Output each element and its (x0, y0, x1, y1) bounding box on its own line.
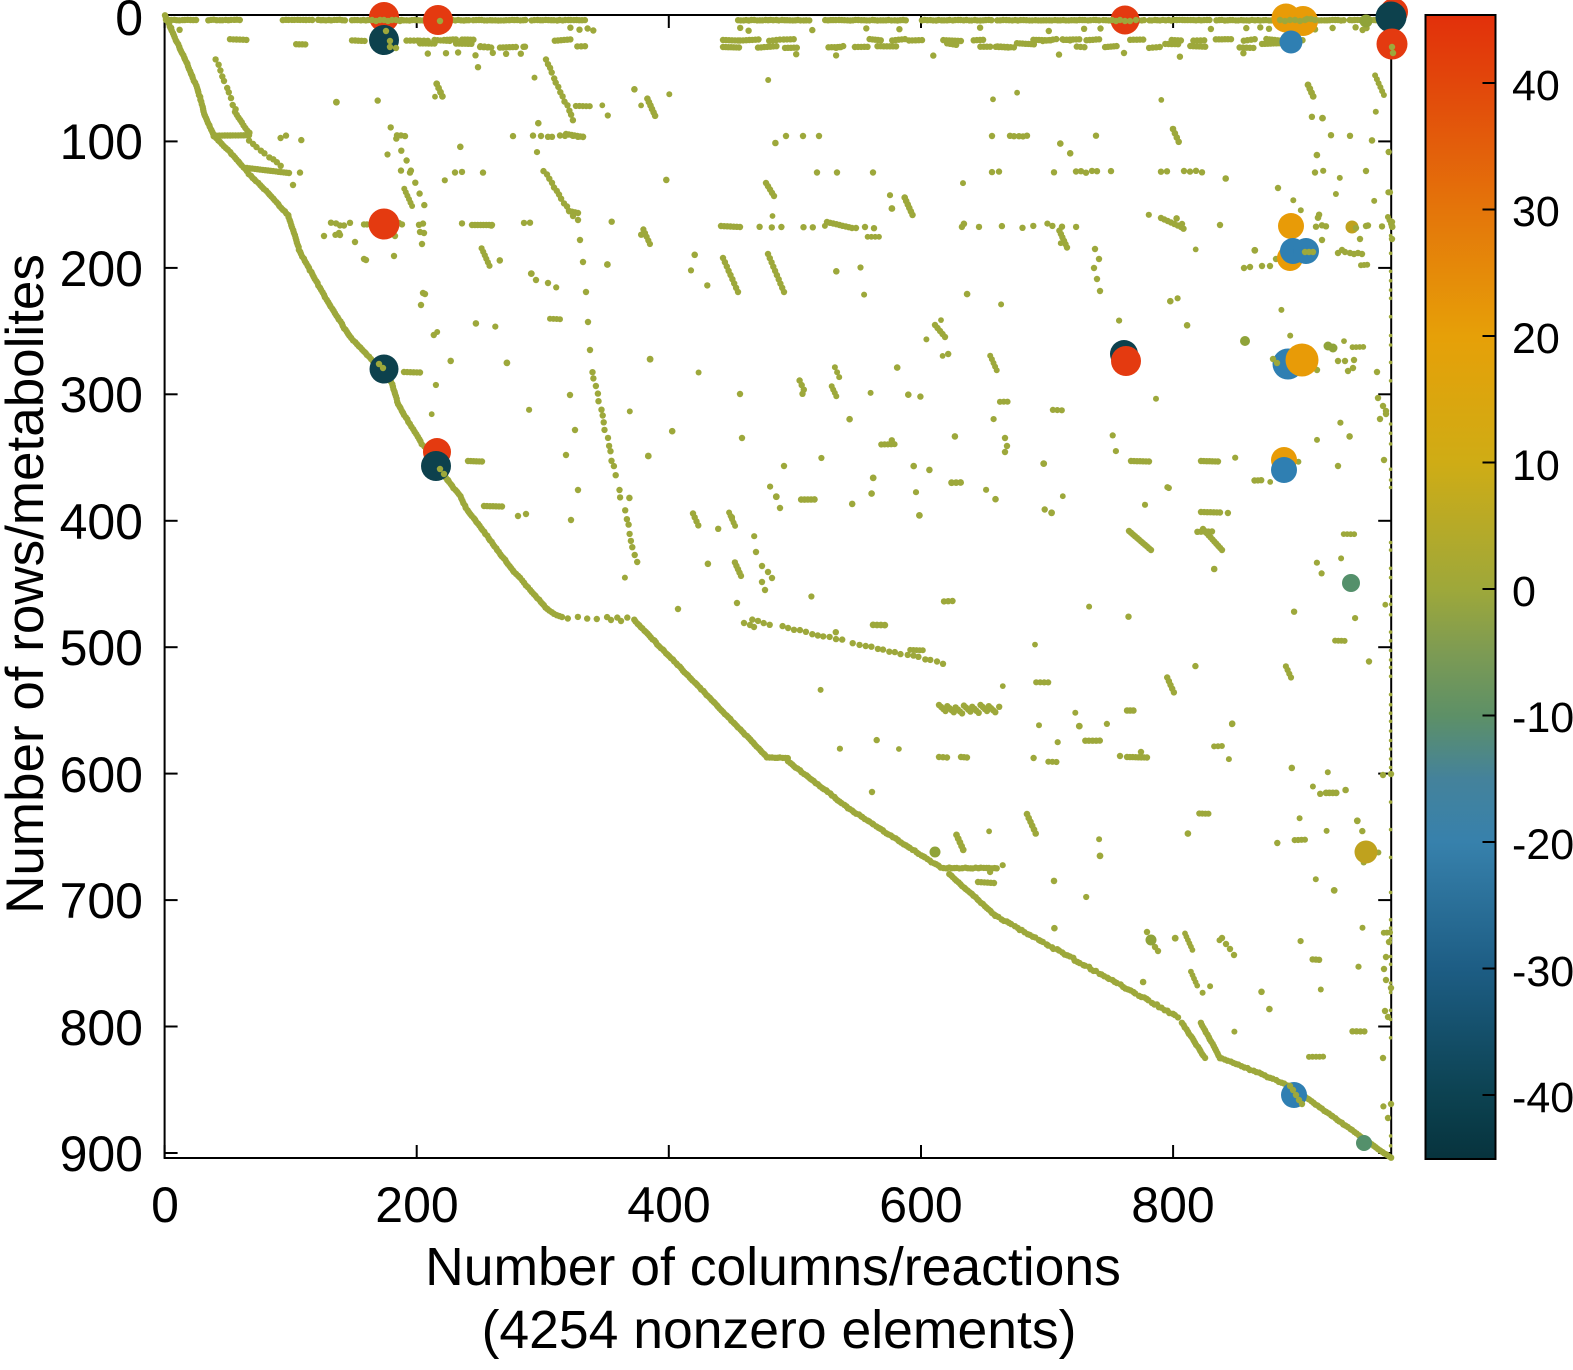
svg-text:200: 200 (375, 1177, 458, 1233)
svg-text:Number of columns/reactions: Number of columns/reactions (425, 1238, 1121, 1297)
svg-text:(4254 nonzero elements): (4254 nonzero elements) (482, 1301, 1077, 1360)
svg-text:0: 0 (1512, 568, 1536, 616)
svg-text:700: 700 (60, 873, 143, 929)
svg-text:40: 40 (1512, 62, 1560, 110)
svg-text:0: 0 (115, 0, 143, 46)
svg-text:10: 10 (1512, 442, 1560, 490)
svg-text:200: 200 (60, 241, 143, 297)
svg-text:-30: -30 (1512, 948, 1573, 996)
svg-text:-10: -10 (1512, 694, 1573, 742)
svg-text:-40: -40 (1512, 1074, 1573, 1122)
svg-text:-20: -20 (1512, 821, 1573, 869)
svg-text:400: 400 (60, 494, 143, 550)
svg-text:900: 900 (60, 1126, 143, 1182)
svg-text:20: 20 (1512, 315, 1560, 363)
svg-text:Number of rows/metabolites: Number of rows/metabolites (0, 254, 55, 914)
svg-text:800: 800 (60, 1000, 143, 1056)
svg-text:600: 600 (60, 747, 143, 803)
svg-text:600: 600 (879, 1177, 962, 1233)
svg-text:30: 30 (1512, 188, 1560, 236)
svg-text:800: 800 (1131, 1177, 1214, 1233)
svg-text:500: 500 (60, 620, 143, 676)
svg-text:100: 100 (60, 114, 143, 170)
svg-text:400: 400 (627, 1177, 710, 1233)
svg-text:0: 0 (151, 1177, 179, 1233)
svg-text:300: 300 (60, 367, 143, 423)
